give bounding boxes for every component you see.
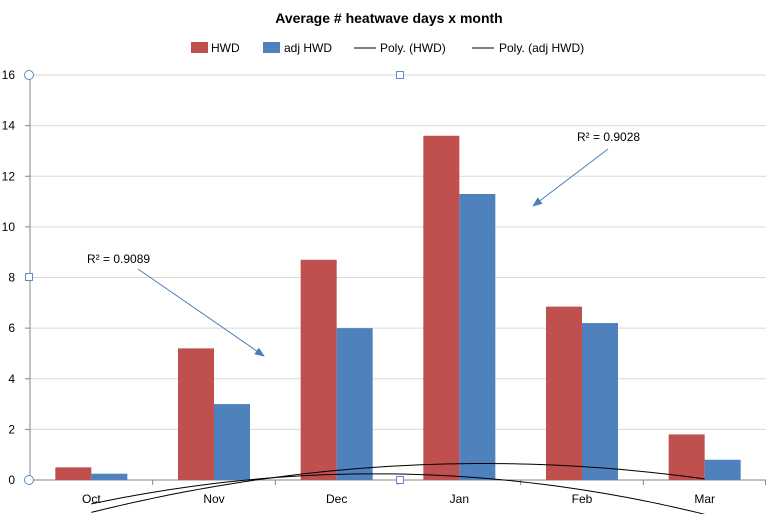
bar-hwd-feb [546,306,582,480]
selection-handle-side[interactable] [396,476,404,484]
legend-swatch-0 [191,42,208,53]
selection-handles[interactable] [24,70,404,485]
y-tick-label: 4 [8,372,15,386]
x-tick-label-jan: Jan [450,492,469,506]
bar-adj-hwd-dec [336,328,373,480]
legend-label-3: Poly. (adj HWD) [499,41,584,55]
bars [55,135,741,480]
legend-swatch-1 [263,42,280,53]
y-tick-label: 6 [8,321,15,335]
x-tick-label-dec: Dec [326,492,347,506]
legend-label-2: Poly. (HWD) [380,41,446,55]
trendline-1 [91,473,705,514]
y-tick-label: 14 [2,119,16,133]
chart-title: Average # heatwave days x month [275,10,502,26]
selection-handle-corner[interactable] [24,70,34,80]
bar-hwd-jan [423,135,460,480]
y-tick-label: 0 [8,473,15,487]
bar-adj-hwd-jan [459,193,496,480]
bar-adj-hwd-mar [704,459,741,480]
annotation-arrow-hwd [532,148,609,207]
r-squared-label-hwd: R² = 0.9028 [577,130,640,144]
legend-label-1: adj HWD [284,41,332,55]
y-tick-label: 2 [8,422,15,436]
bar-hwd-oct [55,467,92,480]
bar-adj-hwd-oct [91,473,128,480]
x-tick-label-mar: Mar [694,492,715,506]
legend-label-0: HWD [211,41,240,55]
bar-adj-hwd-feb [582,323,618,480]
selection-handle-corner[interactable] [24,475,34,485]
gridlines [30,74,766,430]
annotation-arrow-adj-hwd [137,268,265,357]
bar-adj-hwd-nov [214,404,250,480]
selection-handle-side[interactable] [25,273,33,281]
y-tick-label: 16 [2,68,16,82]
bar-hwd-mar [668,434,705,480]
trendline-0 [91,463,705,513]
x-tick-label-nov: Nov [203,492,224,506]
bar-hwd-nov [178,348,214,480]
y-tick-label: 12 [2,169,16,183]
r-squared-label-adj-hwd: R² = 0.9089 [87,252,150,266]
selection-handle-side[interactable] [396,71,404,79]
trendlines [91,463,705,514]
bar-hwd-dec [300,259,337,480]
y-tick-label: 8 [8,271,15,285]
legend: HWD adj HWD Poly. (HWD) Poly. (adj HWD) [191,41,584,55]
annotations: R² = 0.9028 R² = 0.9089 [87,130,640,357]
x-tick-label-feb: Feb [572,492,593,506]
y-tick-label: 10 [2,220,16,234]
